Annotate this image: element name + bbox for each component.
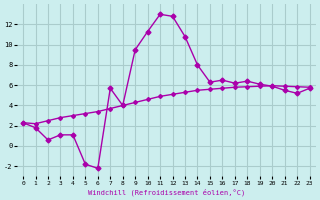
X-axis label: Windchill (Refroidissement éolien,°C): Windchill (Refroidissement éolien,°C) xyxy=(88,188,245,196)
